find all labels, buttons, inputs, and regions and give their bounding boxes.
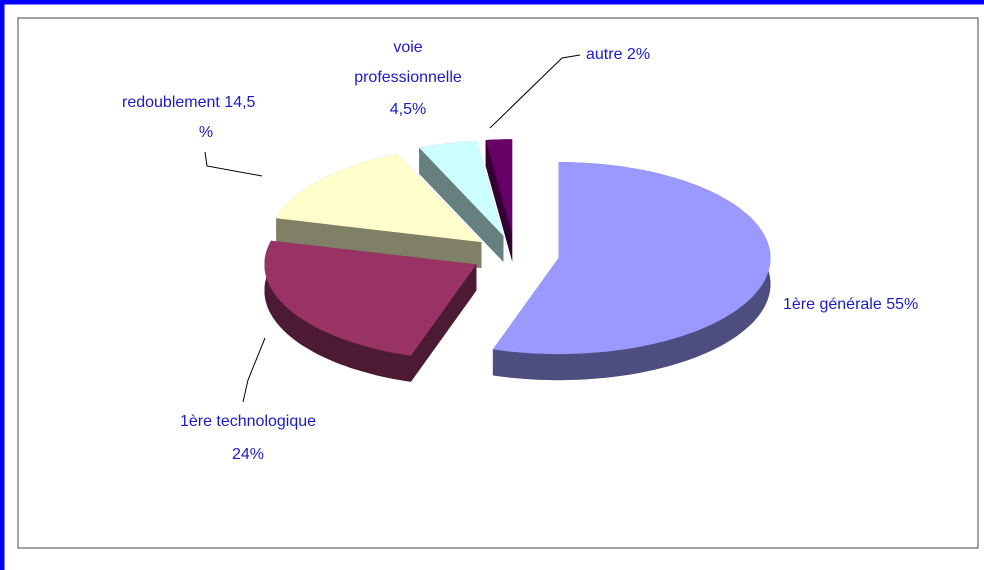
value-label: 55% bbox=[886, 296, 918, 313]
slice bbox=[264, 240, 477, 382]
slice-top bbox=[419, 140, 504, 236]
slice bbox=[276, 154, 482, 269]
category-label: professionnelle bbox=[354, 69, 462, 86]
plot-area bbox=[17, 17, 979, 549]
data-label: redoublement 14,5 bbox=[122, 94, 256, 111]
value-label: 14,5 bbox=[224, 94, 255, 111]
slice bbox=[419, 140, 504, 262]
leader-line bbox=[489, 54, 581, 129]
data-label: voie bbox=[393, 39, 422, 56]
leader-line bbox=[204, 151, 263, 177]
value-label: % bbox=[199, 124, 213, 141]
value-label: 24% bbox=[232, 446, 264, 463]
category-label: autre bbox=[586, 46, 623, 63]
slice bbox=[485, 139, 513, 262]
slice-edge bbox=[410, 264, 477, 382]
slice-top bbox=[492, 162, 771, 355]
leader-line bbox=[242, 337, 266, 403]
slice-top bbox=[264, 240, 477, 356]
slices bbox=[264, 139, 771, 382]
category-label: redoublement bbox=[122, 94, 220, 111]
slice-edge bbox=[485, 140, 513, 262]
slice-top bbox=[485, 139, 513, 236]
category-label: voie bbox=[393, 39, 422, 56]
slice bbox=[492, 162, 771, 381]
data-label: autre 2% bbox=[586, 46, 650, 63]
category-label: 1ère technologique bbox=[180, 413, 316, 430]
slice-side bbox=[264, 240, 411, 382]
labels: 1ère générale 55% 1ère technologique 24% re… bbox=[122, 39, 918, 463]
data-label: % bbox=[199, 124, 213, 141]
slice-edge bbox=[419, 147, 504, 262]
data-label: 1ère technologique bbox=[180, 413, 316, 430]
value-label: 4,5% bbox=[390, 101, 426, 118]
data-label: 4,5% bbox=[390, 101, 426, 118]
category-label: 1ère générale bbox=[783, 296, 882, 313]
slice-top bbox=[276, 154, 482, 243]
data-label: 1ère générale 55% bbox=[783, 296, 918, 313]
slice-edge bbox=[276, 218, 482, 269]
data-label: 24% bbox=[232, 446, 264, 463]
data-label: professionnelle bbox=[354, 69, 462, 86]
value-label: 2% bbox=[627, 46, 650, 63]
slice-side bbox=[492, 162, 771, 381]
